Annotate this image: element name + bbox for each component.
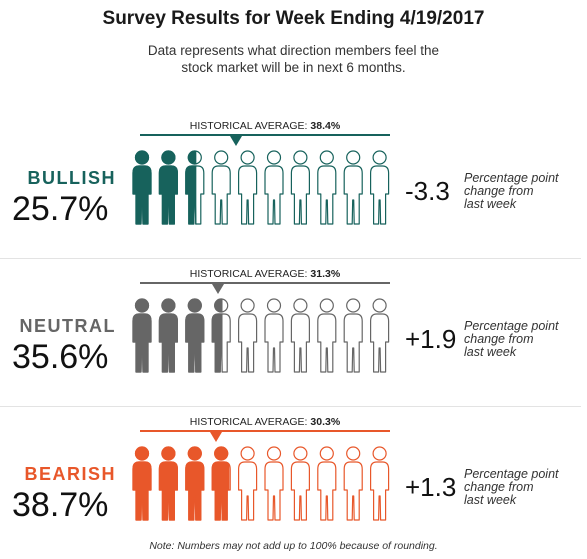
bullish-change-note: Percentage point change from last week (464, 172, 584, 211)
bullish-historical-line (140, 134, 390, 136)
bearish-change-note: Percentage point change from last week (464, 468, 584, 507)
neutral-historical-value: 31.3% (310, 268, 341, 280)
bearish-label: BEARISH (24, 464, 116, 484)
bullish-change: -3.3 (405, 176, 450, 206)
neutral-person-10 (370, 298, 390, 373)
bearish-historical-line (140, 430, 390, 432)
neutral-percent: 35.6% (12, 338, 109, 376)
bearish-person-6 (264, 446, 284, 521)
neutral-historical-line (140, 282, 390, 284)
bearish-person-5 (238, 446, 258, 521)
neutral-historical-marker (212, 284, 225, 294)
neutral-person-2 (158, 298, 178, 373)
neutral-historical-label: HISTORICAL AVERAGE: 31.3% (140, 268, 390, 280)
bearish-historical-value: 30.3% (310, 416, 341, 428)
neutral-person-8 (317, 298, 337, 373)
neutral-historical-prefix: HISTORICAL AVERAGE: (189, 268, 308, 280)
bullish-section: HISTORICAL AVERAGE: 38.4% BULLISH 25.7% … (0, 110, 581, 259)
bullish-pictograph (132, 150, 390, 225)
neutral-person-5 (238, 298, 258, 373)
bearish-historical-label: HISTORICAL AVERAGE: 30.3% (140, 416, 390, 428)
subtitle-line-2: stock market will be in next 6 months. (181, 60, 406, 75)
bearish-historical-marker (209, 432, 222, 442)
bullish-change-note-line-1: Percentage point (464, 171, 559, 185)
neutral-person-6 (264, 298, 284, 373)
bullish-person-10 (370, 150, 390, 225)
bullish-person-9 (343, 150, 363, 225)
bullish-historical-marker (230, 136, 242, 146)
bullish-label: BULLISH (27, 168, 116, 188)
bearish-person-4 (211, 446, 231, 521)
neutral-change-note-line-1: Percentage point (464, 319, 559, 333)
bullish-person-3 (185, 150, 205, 225)
footnote: Note: Numbers may not add up to 100% bec… (149, 540, 438, 552)
bullish-person-2 (158, 150, 178, 225)
neutral-pictograph (132, 298, 390, 373)
neutral-change-note-line-3: last week (464, 345, 517, 359)
bullish-historical-label: HISTORICAL AVERAGE: 38.4% (140, 120, 390, 132)
bearish-change-note-line-3: last week (464, 493, 517, 507)
bearish-person-10 (370, 446, 390, 521)
bullish-person-4 (211, 150, 231, 225)
bearish-person-7 (290, 446, 310, 521)
bearish-change-note-line-2: change from (464, 480, 534, 494)
chart-title: Survey Results for Week Ending 4/19/2017 (102, 8, 485, 29)
bearish-person-9 (343, 446, 363, 521)
neutral-change: +1.9 (405, 324, 457, 354)
bullish-change-note-line-3: last week (464, 197, 517, 211)
bearish-section: HISTORICAL AVERAGE: 30.3% BEARISH 38.7% … (0, 406, 581, 554)
bullish-percent: 25.7% (12, 190, 109, 228)
bullish-change-note-line-2: change from (464, 184, 534, 198)
bearish-change-note-line-1: Percentage point (464, 467, 559, 481)
neutral-change-note: Percentage point change from last week (464, 320, 584, 359)
bullish-person-5 (238, 150, 258, 225)
bearish-pictograph (132, 446, 390, 521)
neutral-person-7 (290, 298, 310, 373)
chart-subtitle: Data represents what direction members f… (0, 42, 587, 76)
neutral-person-3 (185, 298, 205, 373)
bullish-person-1 (132, 150, 152, 225)
subtitle-line-1: Data represents what direction members f… (147, 43, 440, 58)
neutral-person-4 (211, 298, 231, 373)
neutral-section: HISTORICAL AVERAGE: 31.3% NEUTRAL 35.6% … (0, 258, 581, 407)
bullish-person-7 (290, 150, 310, 225)
neutral-person-1 (132, 298, 152, 373)
neutral-person-9 (343, 298, 363, 373)
bullish-person-8 (317, 150, 337, 225)
bearish-change: +1.3 (405, 472, 457, 502)
bearish-person-1 (132, 446, 152, 521)
neutral-label: NEUTRAL (19, 316, 116, 336)
bullish-historical-prefix: HISTORICAL AVERAGE: (189, 120, 308, 132)
bearish-historical-prefix: HISTORICAL AVERAGE: (189, 416, 308, 428)
bearish-person-8 (317, 446, 337, 521)
bearish-person-3 (185, 446, 205, 521)
bullish-person-6 (264, 150, 284, 225)
bearish-percent: 38.7% (12, 486, 109, 524)
bullish-historical-value: 38.4% (310, 120, 341, 132)
neutral-change-note-line-2: change from (464, 332, 534, 346)
bearish-person-2 (158, 446, 178, 521)
